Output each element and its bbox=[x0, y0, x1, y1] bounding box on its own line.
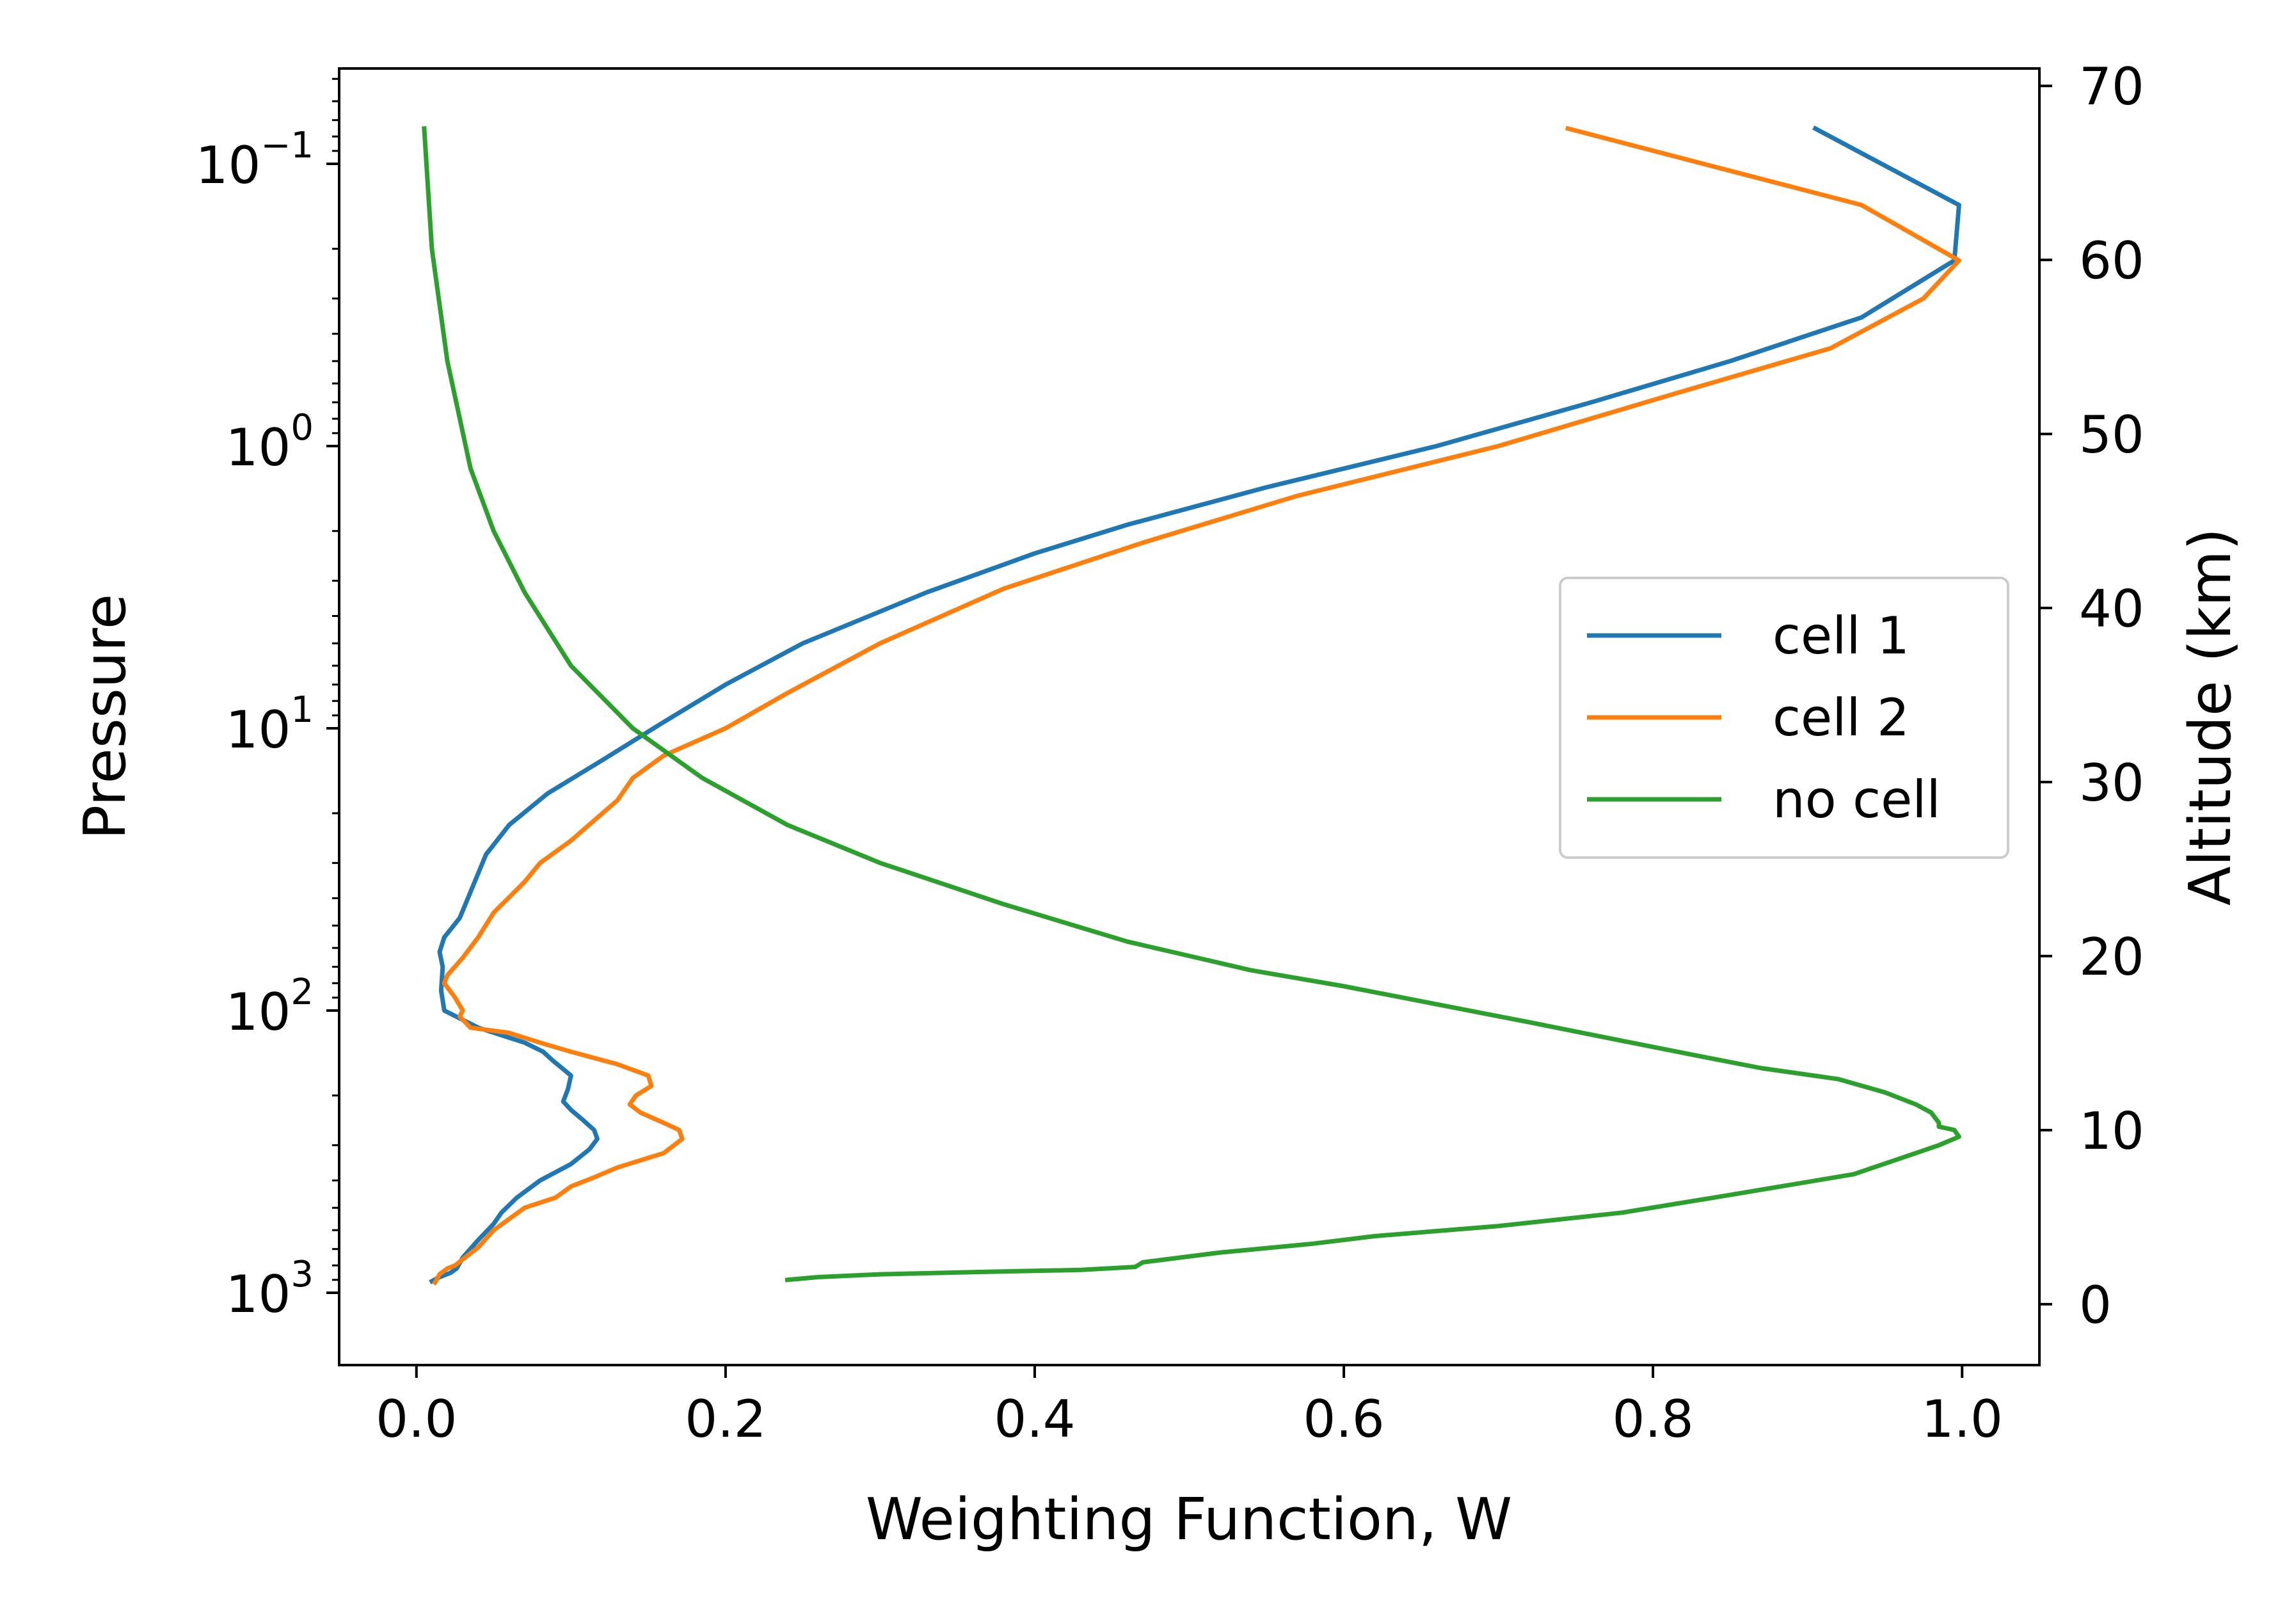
y-left-tick-label: 102 bbox=[226, 971, 314, 1042]
y-right-tick-label: 30 bbox=[2079, 753, 2144, 813]
legend: cell 1 cell 2 no cell bbox=[1559, 577, 2009, 859]
y-right-tick-label: 0 bbox=[2079, 1275, 2112, 1335]
y-right-tick-label: 40 bbox=[2079, 579, 2144, 639]
x-tick-label: 0.0 bbox=[376, 1389, 457, 1449]
y-right-tick-label: 20 bbox=[2079, 927, 2144, 987]
y-left-tick-label: 10−1 bbox=[196, 125, 314, 195]
y-right-tick-label: 50 bbox=[2079, 405, 2144, 465]
y-right-tick-label: 10 bbox=[2079, 1101, 2144, 1161]
x-tick-label: 0.2 bbox=[685, 1389, 766, 1449]
x-tick-label: 0.6 bbox=[1303, 1389, 1384, 1449]
legend-label-2: cell 2 bbox=[1773, 688, 1909, 748]
series-line-3 bbox=[422, 126, 1961, 1283]
y-left-tick-label: 101 bbox=[226, 689, 314, 760]
y-axis-label-right: Altitude (km) bbox=[2177, 528, 2244, 906]
x-tick-label: 0.4 bbox=[994, 1389, 1075, 1449]
x-axis: 0.0 0.2 0.4 0.6 0.8 1.0 bbox=[376, 1365, 2003, 1449]
series-line-1 bbox=[429, 125, 1961, 1284]
left-axis: 10−1 100 101 102 103 bbox=[196, 77, 339, 1324]
x-axis-label: Weighting Function, W bbox=[866, 1486, 1512, 1553]
right-axis: 0 10 20 30 40 50 60 70 bbox=[2039, 57, 2144, 1335]
x-tick-label: 1.0 bbox=[1922, 1389, 2003, 1449]
y-right-tick-label: 60 bbox=[2079, 231, 2144, 291]
plot-frame bbox=[338, 67, 2041, 1366]
y-left-tick-label: 100 bbox=[226, 407, 314, 477]
series-layer bbox=[422, 125, 1961, 1286]
x-tick-label: 0.8 bbox=[1613, 1389, 1694, 1449]
y-axis-label-left: Pressure bbox=[72, 594, 139, 840]
y-left-tick-label: 103 bbox=[226, 1254, 314, 1324]
series-line-2 bbox=[432, 125, 1961, 1286]
legend-label-1: cell 1 bbox=[1773, 606, 1909, 666]
legend-label-3: no cell bbox=[1773, 770, 1941, 829]
y-right-tick-label: 70 bbox=[2079, 57, 2144, 116]
legend-frame bbox=[1559, 577, 2009, 859]
